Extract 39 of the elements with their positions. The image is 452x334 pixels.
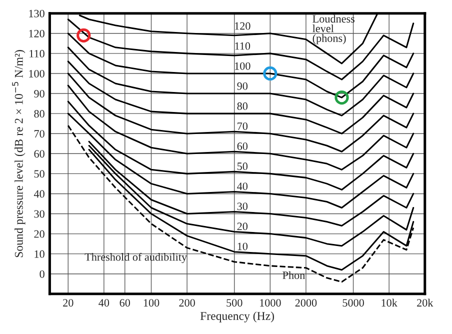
y-tick-label: 110	[30, 50, 44, 58]
x-tick-label: 20	[63, 299, 74, 307]
y-axis-title: Sound pressure level (dB re 2 × 10$^{−5}$ N/m²)	[12, 50, 26, 258]
y-tick-label: 10	[34, 250, 44, 258]
y-tick-label: 90	[34, 90, 44, 98]
y-tick-label: 120	[29, 30, 44, 38]
x-tick-label: 20k	[417, 298, 434, 307]
series-label: 30	[237, 202, 248, 210]
x-tick-label: 1000	[260, 299, 281, 307]
y-tick-label: 50	[34, 170, 44, 178]
series-label: 100	[235, 62, 250, 70]
series-label: 80	[237, 102, 248, 110]
x-axis-title: Frequency (Hz)	[200, 312, 274, 322]
x-tick-label: 60	[120, 299, 130, 307]
series-label: 20	[237, 222, 248, 230]
series-label: 120	[235, 22, 250, 30]
x-tick-label: 200	[179, 299, 195, 307]
y-tick-label: 0	[40, 270, 44, 278]
y-tick-label: 80	[34, 110, 44, 118]
y-tick-label: 100	[29, 70, 44, 78]
series-label: 40	[237, 182, 248, 190]
series-label: 60	[237, 142, 248, 150]
y-tick-label: 30	[34, 210, 44, 218]
x-tick-label: 500	[226, 299, 242, 307]
series-label: 10	[238, 242, 248, 250]
series-label: 110	[235, 42, 250, 50]
series-label: 90	[237, 82, 248, 90]
x-tick-label: 2000	[295, 299, 317, 307]
y-tick-label: 70	[34, 130, 44, 138]
y-tick-label: 130	[29, 10, 44, 18]
x-tick-label: 100	[144, 299, 160, 307]
x-tick-label: 10k	[382, 298, 398, 307]
x-tick-label: 5000	[342, 299, 364, 307]
y-tick-label: 60	[34, 150, 44, 158]
series-label: 70	[238, 122, 248, 130]
y-tick-label: 20	[34, 230, 44, 238]
y-tick-label: 40	[34, 190, 44, 198]
series-label: 50	[237, 162, 248, 170]
x-tick-label: 40	[98, 299, 110, 307]
